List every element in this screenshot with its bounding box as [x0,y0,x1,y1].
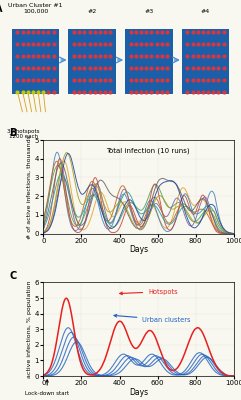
FancyBboxPatch shape [68,29,116,94]
FancyBboxPatch shape [12,29,59,94]
Text: B: B [9,128,16,138]
X-axis label: Days: Days [129,388,148,396]
Y-axis label: active infections, % population: active infections, % population [27,280,32,378]
FancyBboxPatch shape [125,29,173,94]
Text: Hotspots: Hotspots [120,289,178,295]
Text: #4: #4 [201,9,210,14]
Text: #2: #2 [87,9,97,14]
Text: #3: #3 [144,9,154,14]
Text: Lock-down start: Lock-down start [25,380,69,396]
Text: Urban clusters: Urban clusters [114,314,191,323]
FancyBboxPatch shape [182,29,229,94]
Text: Total infection (10 runs): Total infection (10 runs) [106,148,190,154]
Text: C: C [9,270,16,280]
Text: Urban Cluster #1
100,000: Urban Cluster #1 100,000 [8,4,63,14]
Text: 30 hotspots
1200 each: 30 hotspots 1200 each [7,129,39,140]
Text: A: A [0,4,3,14]
X-axis label: Days: Days [129,245,148,254]
Y-axis label: # of active infections, thousands: # of active infections, thousands [27,135,32,239]
